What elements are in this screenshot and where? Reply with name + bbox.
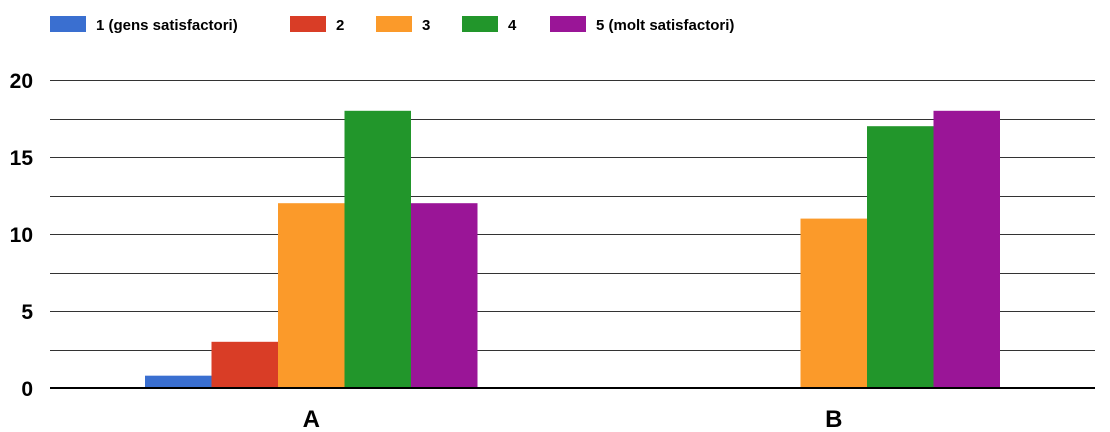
legend-swatch	[462, 16, 498, 32]
legend-label: 4	[508, 17, 517, 34]
legend-swatch	[50, 16, 86, 32]
legend: 1 (gens satisfactori) 2 3 4 5 (molt satisfac…	[50, 16, 734, 34]
bar-A-series-3	[278, 203, 345, 388]
legend-swatch	[376, 16, 412, 32]
y-tick-label: 20	[10, 70, 33, 93]
bar-A-series-1	[145, 375, 212, 388]
legend-swatch	[290, 16, 326, 32]
y-tick-label: 5	[21, 301, 33, 324]
bar-B-series-3	[800, 218, 867, 388]
legend-label: 1 (gens satisfactori)	[96, 17, 238, 34]
legend-label: 5 (molt satisfactori)	[596, 17, 734, 34]
y-tick-label: 0	[21, 378, 33, 401]
legend-item: 4	[462, 16, 517, 34]
x-category-label: A	[303, 406, 320, 432]
y-axis-ticks: 0 5 10 15 20	[10, 70, 34, 401]
legend-item: 3	[376, 16, 430, 34]
bar-B-series-4	[867, 126, 934, 388]
legend-label: 3	[422, 17, 430, 34]
bar-A-series-5	[411, 203, 478, 388]
x-category-label: B	[825, 406, 842, 432]
legend-swatch	[550, 16, 586, 32]
bar-A-series-2	[211, 341, 278, 388]
legend-item: 1 (gens satisfactori)	[50, 16, 238, 34]
y-tick-label: 10	[10, 224, 33, 247]
bar-B-series-5	[933, 110, 1000, 389]
legend-item: 2	[290, 16, 344, 34]
bars	[145, 110, 1000, 389]
gridlines	[50, 80, 1095, 351]
y-tick-label: 15	[10, 147, 34, 170]
legend-item: 5 (molt satisfactori)	[550, 16, 734, 34]
legend-label: 2	[336, 17, 344, 34]
bar-A-series-4	[344, 110, 411, 389]
